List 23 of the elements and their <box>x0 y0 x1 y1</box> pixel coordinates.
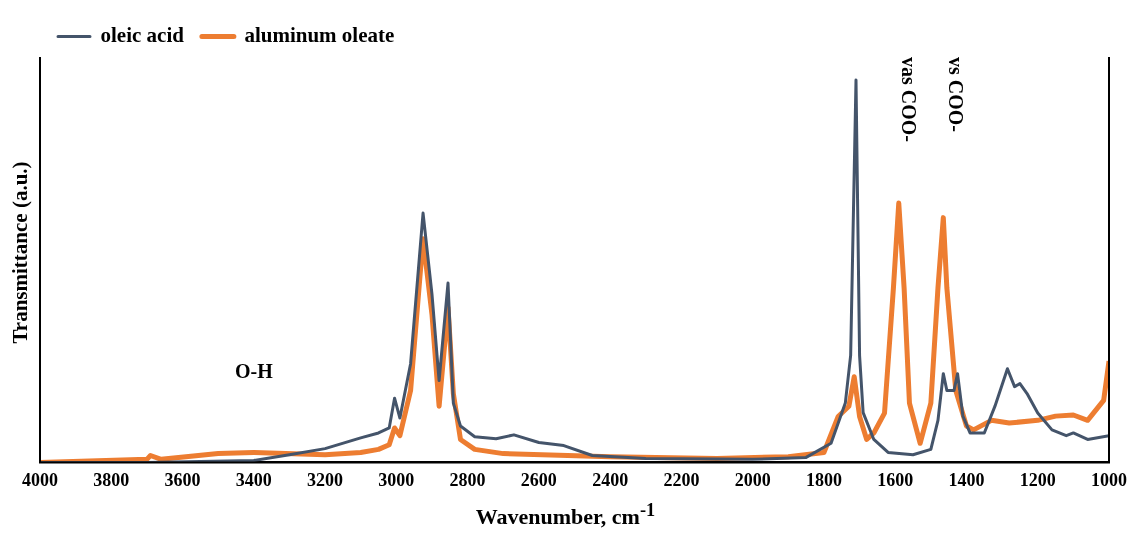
x-tick-label: 2800 <box>449 469 486 490</box>
y-axis-title: Transmittance (a.u.) <box>7 160 33 346</box>
x-axis-title: Wavenumber, cm$^{-1}$ <box>474 500 657 531</box>
legend-label: oleic acid <box>100 22 185 47</box>
x-tick-label: 3800 <box>93 469 130 490</box>
x-tick-label: 4000 <box>22 469 58 490</box>
x-tick-label: 1800 <box>805 469 842 490</box>
x-tick-label: 2200 <box>663 469 700 490</box>
x-tick-label: 3200 <box>307 469 344 490</box>
x-tick-label: 2000 <box>734 469 771 490</box>
x-tick-label: 2400 <box>592 469 629 490</box>
x-tick-label: 3400 <box>235 469 272 490</box>
x-tick-label: 1400 <box>948 469 985 490</box>
x-tick-label: 1600 <box>877 469 914 490</box>
x-tick-label: 2600 <box>520 469 557 490</box>
x-tick-label: 1200 <box>1019 469 1056 490</box>
x-tick-label: 3600 <box>164 469 201 490</box>
x-tick-label: 1000 <box>1091 469 1127 490</box>
x-tick-label: 3000 <box>378 469 415 490</box>
legend-label: aluminum oleate <box>244 22 395 47</box>
annotation: O-H <box>234 360 274 383</box>
annotation: vas COO- <box>897 57 920 142</box>
annotation: vs COO- <box>944 57 967 132</box>
